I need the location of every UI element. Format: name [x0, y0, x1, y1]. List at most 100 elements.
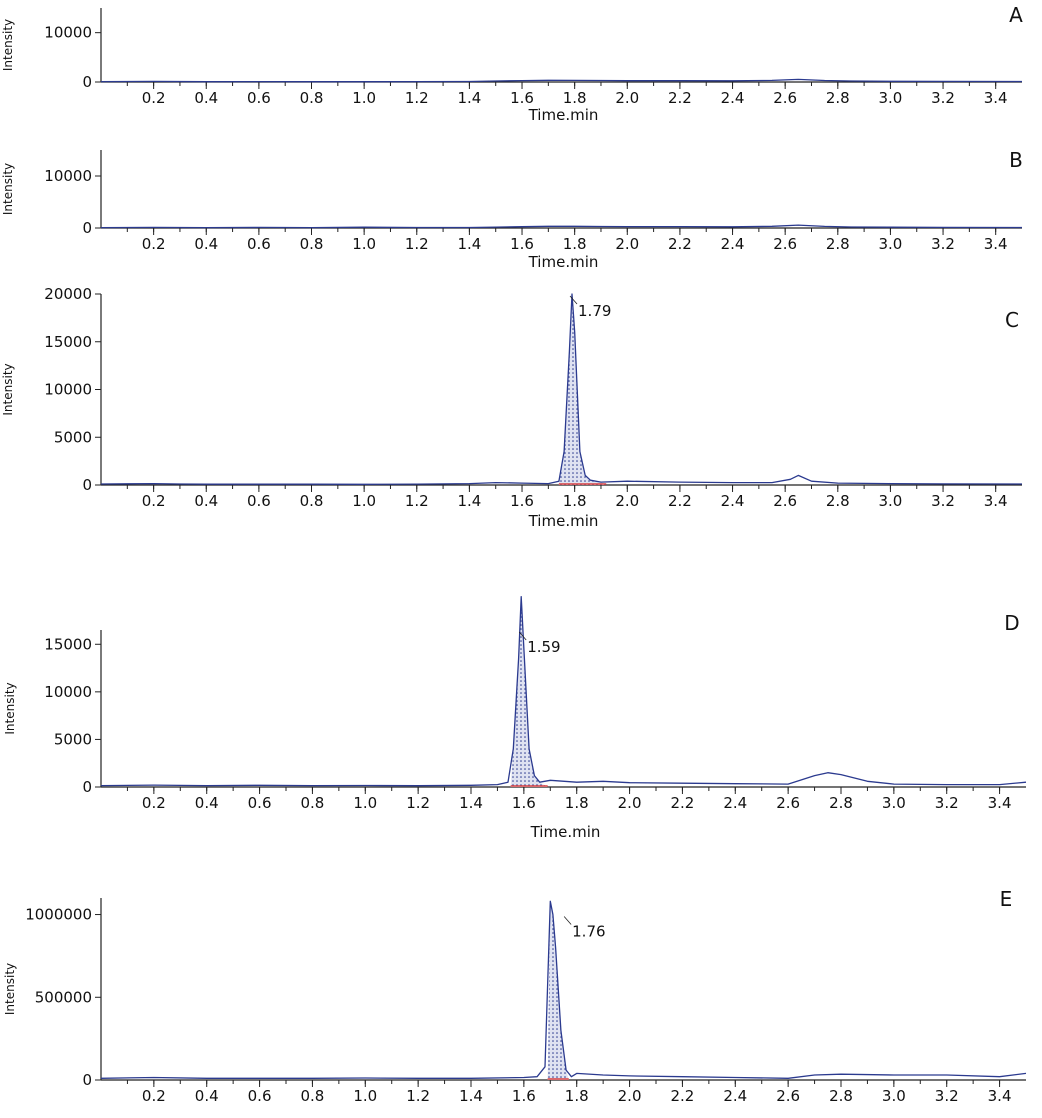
y-tick-label: 0: [82, 476, 92, 494]
x-tick-label: 3.0: [882, 1087, 906, 1105]
x-tick-label: 2.2: [670, 794, 694, 812]
x-tick-label: 2.8: [829, 1087, 853, 1105]
peak-shading: [510, 596, 548, 787]
x-axis-label: Time.min: [528, 253, 599, 271]
x-tick-label: 2.0: [615, 492, 639, 510]
x-tick-label: 0.4: [195, 794, 219, 812]
x-tick-label: 2.2: [670, 1087, 694, 1105]
x-tick-label: 1.8: [565, 1087, 589, 1105]
x-tick-label: 0.6: [247, 235, 271, 253]
panel-d: 0.2 0.4 0.6 0.8 1.0 1.2 1.4 1.6 1.8 2.0 2.2 2.4 2.6 2…: [3, 596, 1027, 841]
panel-e: 0.2 0.4 0.6 0.8 1.0 1.2 1.4 1.6 1.8 2.0 2.2 2.4 2.6 2…: [3, 887, 1027, 1105]
x-axis-label: Time.min: [530, 823, 601, 841]
annotation-leader: [563, 916, 572, 925]
x-tick-label: 3.2: [935, 1087, 959, 1105]
x-tick-label: 3.2: [931, 89, 955, 107]
x-tick-label: 3.2: [931, 235, 955, 253]
x-tick-label: 1.8: [565, 794, 589, 812]
y-axis-label: Intensity: [3, 682, 17, 734]
x-tick-label: 2.6: [773, 89, 797, 107]
x-tick-label: 1.0: [352, 492, 376, 510]
x-tick-label: 2.2: [668, 235, 692, 253]
x-tick-label: 1.2: [405, 492, 429, 510]
x-tick-label: 2.8: [826, 235, 850, 253]
x-tick-label: 3.4: [988, 794, 1012, 812]
x-tick-label: 3.0: [878, 89, 902, 107]
x-tick-label: 2.2: [668, 89, 692, 107]
x-tick-label: 2.6: [776, 1087, 800, 1105]
y-axis-label: Intensity: [1, 19, 15, 71]
x-tick-label: 0.6: [248, 1087, 272, 1105]
x-tick-label: 2.4: [721, 492, 745, 510]
series-line: [100, 293, 1023, 485]
x-tick-label: 2.2: [668, 492, 692, 510]
x-tick-label: 3.4: [988, 1087, 1012, 1105]
x-tick-label: 0.2: [142, 794, 166, 812]
x-tick-label: 1.4: [459, 794, 483, 812]
x-tick-label: 2.6: [773, 492, 797, 510]
x-tick-label: 0.4: [194, 89, 218, 107]
x-tick-label: 1.2: [405, 235, 429, 253]
x-tick-label: 3.0: [878, 235, 902, 253]
x-tick-label: 0.6: [247, 89, 271, 107]
x-tick-label: 2.0: [615, 89, 639, 107]
series-line: [100, 900, 1027, 1079]
x-tick-label: 0.4: [194, 235, 218, 253]
x-tick-label: 3.2: [931, 492, 955, 510]
annotation-leader: [518, 631, 527, 641]
y-tick-label: 5000: [54, 428, 92, 446]
x-tick-label: 3.4: [984, 89, 1008, 107]
panel-letter: C: [1005, 308, 1019, 332]
x-tick-label: 1.2: [405, 89, 429, 107]
x-tick-label: 2.6: [776, 794, 800, 812]
panel-a: 0.2 0.4 0.6 0.8 1.0 1.2 1.4 1.6 1.8 2.0 2.2 2.4 2.6 2…: [1, 3, 1023, 124]
x-tick-label: 1.2: [406, 1087, 430, 1105]
peak-annotation: 1.76: [572, 923, 605, 941]
panel-letter: B: [1009, 148, 1023, 172]
panel-letter: E: [1000, 887, 1013, 911]
x-tick-label: 2.4: [723, 794, 747, 812]
y-tick-label: 10000: [44, 167, 92, 185]
panel-b: 0.2 0.4 0.6 0.8 1.0 1.2 1.4 1.6 1.8 2.0 2.2 2.4 2.6 2…: [1, 148, 1023, 271]
x-tick-label: 2.0: [618, 1087, 642, 1105]
x-tick-label: 2.6: [773, 235, 797, 253]
x-tick-label: 1.4: [457, 492, 481, 510]
x-tick-label: 1.4: [457, 235, 481, 253]
panel-c: 0.2 0.4 0.6 0.8 1.0 1.2 1.4 1.6 1.8 2.0 2.2 2.4 2.6 2…: [1, 285, 1023, 530]
x-tick-label: 0.2: [142, 89, 166, 107]
x-tick-label: 0.6: [247, 492, 271, 510]
y-tick-label: 15000: [44, 635, 92, 653]
x-tick-label: 2.8: [826, 492, 850, 510]
x-tick-label: 2.8: [829, 794, 853, 812]
y-tick-label: 20000: [44, 285, 92, 303]
annotation-leader: [569, 295, 578, 305]
y-tick-label: 5000: [54, 730, 92, 748]
x-tick-label: 2.4: [721, 235, 745, 253]
x-tick-label: 2.8: [826, 89, 850, 107]
x-tick-label: 0.8: [300, 89, 324, 107]
x-tick-label: 1.0: [353, 1087, 377, 1105]
x-tick-label: 2.0: [615, 235, 639, 253]
y-tick-label: 500000: [35, 988, 92, 1006]
x-tick-label: 0.4: [195, 1087, 219, 1105]
series-line: [100, 78, 1023, 83]
x-tick-label: 0.8: [300, 794, 324, 812]
peak-shading: [558, 294, 607, 485]
x-tick-label: 1.8: [563, 492, 587, 510]
x-tick-label: 0.2: [142, 1087, 166, 1105]
y-tick-label: 0: [82, 73, 92, 91]
x-tick-label: 1.6: [510, 492, 534, 510]
x-tick-label: 0.8: [300, 492, 324, 510]
series-line: [100, 224, 1023, 229]
x-tick-label: 0.8: [300, 1087, 324, 1105]
x-tick-label: 1.6: [512, 1087, 536, 1105]
y-tick-label: 10000: [44, 381, 92, 399]
x-tick-label: 1.8: [563, 235, 587, 253]
x-tick-label: 0.6: [248, 794, 272, 812]
peak-annotation: 1.79: [578, 302, 611, 320]
x-tick-label: 1.0: [352, 89, 376, 107]
x-tick-label: 1.6: [510, 89, 534, 107]
x-tick-label: 2.4: [721, 89, 745, 107]
x-tick-label: 1.8: [563, 89, 587, 107]
y-tick-label: 0: [82, 1071, 92, 1089]
